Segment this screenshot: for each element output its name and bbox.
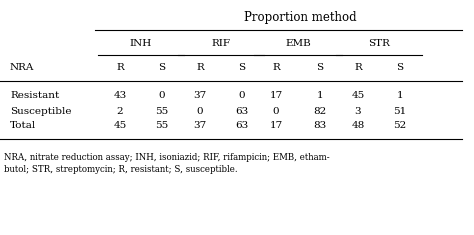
Text: 82: 82 <box>313 106 327 115</box>
Text: 17: 17 <box>269 121 283 130</box>
Text: R: R <box>196 63 204 73</box>
Text: 0: 0 <box>273 106 279 115</box>
Text: 48: 48 <box>351 121 365 130</box>
Text: 51: 51 <box>393 106 407 115</box>
Text: NRA, nitrate reduction assay; INH, isoniazid; RIF, rifampicin; EMB, etham-: NRA, nitrate reduction assay; INH, isoni… <box>4 153 329 161</box>
Text: 17: 17 <box>269 91 283 101</box>
Text: NRA: NRA <box>10 63 35 73</box>
Text: S: S <box>317 63 324 73</box>
Text: 3: 3 <box>355 106 361 115</box>
Text: 1: 1 <box>317 91 323 101</box>
Text: 37: 37 <box>193 91 207 101</box>
Text: 55: 55 <box>155 106 169 115</box>
Text: S: S <box>158 63 165 73</box>
Text: S: S <box>238 63 246 73</box>
Text: 55: 55 <box>155 121 169 130</box>
Text: 63: 63 <box>236 121 249 130</box>
Text: 2: 2 <box>117 106 123 115</box>
Text: RIF: RIF <box>211 39 230 47</box>
Text: 0: 0 <box>159 91 165 101</box>
Text: 63: 63 <box>236 106 249 115</box>
Text: 0: 0 <box>239 91 246 101</box>
Text: Proportion method: Proportion method <box>244 11 356 24</box>
Text: R: R <box>116 63 124 73</box>
Text: R: R <box>354 63 362 73</box>
Text: 0: 0 <box>197 106 203 115</box>
Text: 43: 43 <box>113 91 127 101</box>
Text: Susceptible: Susceptible <box>10 106 72 115</box>
Text: 83: 83 <box>313 121 327 130</box>
Text: 37: 37 <box>193 121 207 130</box>
Text: R: R <box>272 63 280 73</box>
Text: Total: Total <box>10 121 36 130</box>
Text: 45: 45 <box>351 91 365 101</box>
Text: INH: INH <box>130 39 152 47</box>
Text: Resistant: Resistant <box>10 91 59 101</box>
Text: EMB: EMB <box>285 39 311 47</box>
Text: 52: 52 <box>393 121 407 130</box>
Text: butol; STR, streptomycin; R, resistant; S, susceptible.: butol; STR, streptomycin; R, resistant; … <box>4 165 237 175</box>
Text: 1: 1 <box>397 91 403 101</box>
Text: STR: STR <box>368 39 390 47</box>
Text: 45: 45 <box>113 121 127 130</box>
Text: S: S <box>396 63 403 73</box>
